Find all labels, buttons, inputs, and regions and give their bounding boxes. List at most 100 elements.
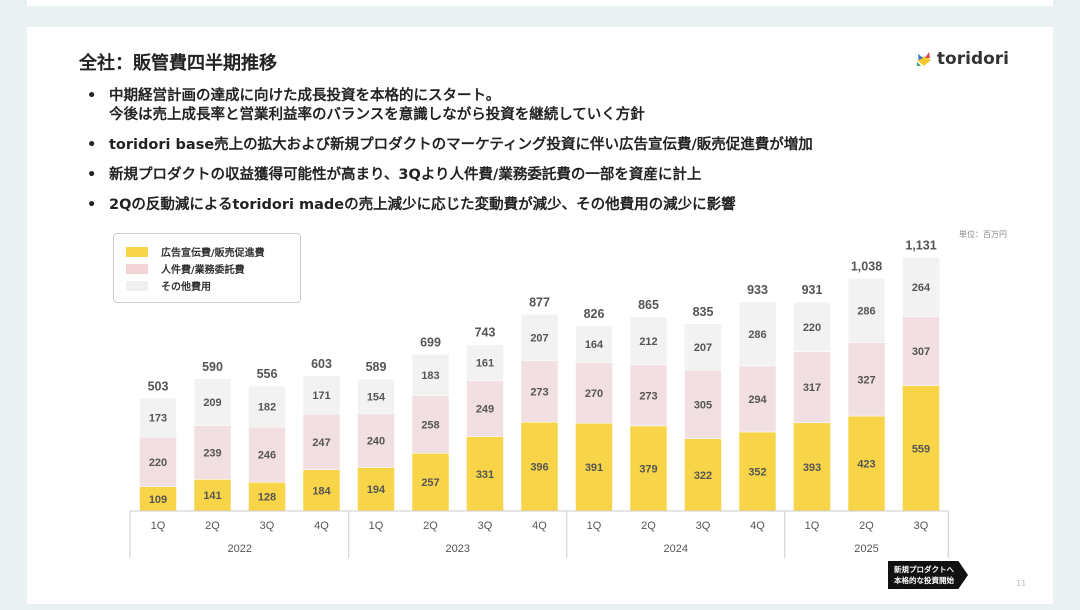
data-label: 273 — [530, 386, 548, 398]
bar-segment — [902, 316, 940, 386]
x-tick-label: 1Q — [369, 520, 384, 532]
data-label: 239 — [203, 448, 221, 460]
data-label: 128 — [258, 492, 276, 504]
year-label: 2022 — [228, 543, 252, 555]
bullet-item: 新規プロダクトの収益獲得可能性が高まり、3Qより人件費/業務委託費の一部を資産に… — [87, 166, 813, 185]
logo-text: toridori — [936, 49, 1009, 69]
bar-segment — [629, 425, 668, 512]
legend-swatch — [126, 280, 148, 291]
total-label: 933 — [747, 283, 768, 297]
total-label: 1,038 — [851, 259, 882, 273]
total-label: 590 — [202, 360, 223, 374]
data-label: 331 — [476, 469, 494, 481]
total-label: 699 — [420, 335, 441, 349]
data-label: 183 — [421, 370, 439, 382]
page-title: 全社：販管費四半期推移 — [79, 53, 277, 74]
data-label: 220 — [803, 322, 821, 334]
legend-item: その他費用 — [126, 277, 288, 294]
data-label: 352 — [748, 466, 766, 478]
data-label: 182 — [258, 402, 276, 414]
logo: toridori — [915, 49, 1009, 69]
data-label: 393 — [803, 462, 821, 474]
bar-segment — [302, 469, 341, 512]
bar-segment — [248, 426, 286, 483]
data-label: 391 — [585, 462, 603, 474]
total-label: 826 — [584, 307, 605, 321]
data-label: 264 — [912, 282, 931, 294]
data-label: 286 — [748, 329, 766, 341]
data-label: 258 — [421, 419, 439, 431]
x-tick-label: 2Q — [859, 520, 874, 532]
total-label: 503 — [148, 379, 169, 393]
bar-segment — [411, 354, 450, 396]
bar-segment — [793, 351, 831, 424]
bar-segment — [738, 365, 777, 433]
bar-segment — [193, 425, 232, 480]
bar-segment — [357, 378, 395, 414]
data-label: 184 — [312, 485, 331, 497]
data-label: 141 — [203, 490, 221, 502]
data-label: 249 — [476, 404, 494, 416]
x-tick-label: 1Q — [805, 520, 820, 532]
chart-legend: 広告宣伝費/販売促進費 人件費/業務委託費 その他費用 — [113, 233, 301, 303]
bar-segment — [466, 344, 504, 382]
bar-segment — [139, 398, 177, 438]
data-label: 109 — [149, 494, 167, 506]
bar-segment — [248, 482, 286, 512]
bar-segment — [466, 380, 504, 437]
total-label: 835 — [693, 305, 714, 319]
annotation-badge: 新規プロダクトへ 本格的な投資開始 — [888, 561, 968, 589]
bar-segment — [793, 422, 831, 512]
data-label: 379 — [639, 463, 657, 475]
data-label: 327 — [857, 374, 875, 386]
data-label: 559 — [912, 443, 930, 455]
data-label: 164 — [585, 339, 604, 351]
data-label: 247 — [312, 437, 330, 449]
bar-segment — [302, 413, 341, 470]
data-label: 307 — [912, 346, 930, 358]
unit-label: 単位：百万円 — [959, 230, 1007, 239]
data-label: 270 — [585, 388, 603, 400]
x-tick-label: 3Q — [478, 520, 493, 532]
bar-segment — [139, 486, 177, 512]
bar-segment — [357, 413, 395, 468]
bar-segment — [520, 421, 559, 512]
data-label: 294 — [748, 394, 767, 406]
bar-segment — [629, 316, 668, 365]
bullet-item: 2Qの反動減によるtoridori madeの売上減少に応じた変動費が減少、その… — [87, 196, 813, 215]
bar-segment — [139, 436, 177, 487]
page-number: 11 — [1016, 579, 1027, 588]
data-label: 161 — [476, 358, 494, 370]
data-label: 317 — [803, 382, 821, 394]
data-label: 207 — [694, 342, 712, 354]
x-tick-label: 2Q — [423, 520, 438, 532]
bar-segment — [357, 467, 395, 512]
x-tick-label: 3Q — [914, 520, 929, 532]
bar-segment — [575, 325, 613, 363]
legend-swatch — [126, 246, 148, 257]
data-label: 322 — [694, 470, 712, 482]
x-tick-label: 4Q — [314, 520, 329, 532]
x-tick-label: 4Q — [750, 520, 765, 532]
bar-segment — [847, 278, 886, 343]
x-tick-label: 1Q — [587, 520, 602, 532]
bar-segment — [793, 301, 831, 352]
data-label: 257 — [421, 477, 439, 489]
bullet-list: 中期経営計画の達成に向けた成長投資を本格的にスタート。今後は売上成長率と営業利益… — [87, 87, 813, 226]
data-label: 209 — [203, 397, 221, 409]
x-tick-label: 3Q — [696, 520, 711, 532]
total-label: 743 — [475, 326, 496, 340]
bar-segment — [738, 431, 777, 512]
bullet-item: 中期経営計画の達成に向けた成長投資を本格的にスタート。今後は売上成長率と営業利益… — [87, 87, 813, 125]
data-label: 154 — [367, 391, 386, 403]
data-label: 305 — [694, 399, 712, 411]
legend-swatch — [126, 263, 148, 274]
total-label: 589 — [366, 360, 387, 374]
bar-segment — [520, 360, 559, 423]
data-label: 240 — [367, 436, 385, 448]
bar-segment — [520, 314, 559, 362]
x-tick-label: 4Q — [532, 520, 547, 532]
data-label: 171 — [312, 390, 330, 402]
data-label: 220 — [149, 457, 167, 469]
